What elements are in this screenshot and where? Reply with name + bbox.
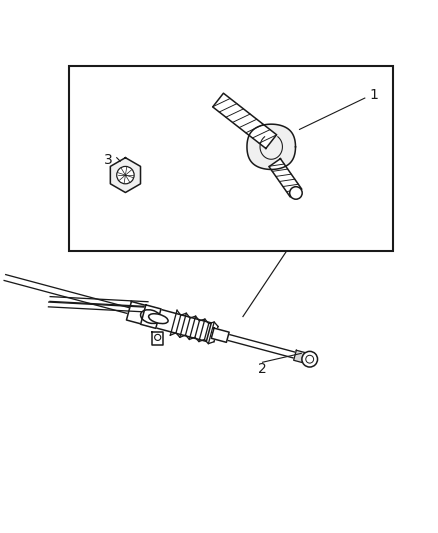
Circle shape bbox=[290, 187, 302, 199]
Circle shape bbox=[155, 334, 161, 341]
Polygon shape bbox=[247, 124, 296, 169]
Ellipse shape bbox=[148, 314, 168, 324]
Polygon shape bbox=[110, 158, 141, 192]
Polygon shape bbox=[170, 310, 218, 344]
Circle shape bbox=[302, 351, 318, 367]
Text: 3: 3 bbox=[104, 153, 113, 167]
Polygon shape bbox=[127, 302, 211, 342]
Polygon shape bbox=[211, 328, 229, 342]
Polygon shape bbox=[269, 159, 302, 197]
Ellipse shape bbox=[141, 310, 161, 324]
Bar bbox=[69, 66, 393, 251]
Circle shape bbox=[117, 166, 134, 184]
Polygon shape bbox=[213, 93, 276, 149]
Text: 1: 1 bbox=[369, 87, 378, 102]
Polygon shape bbox=[141, 305, 161, 328]
Polygon shape bbox=[152, 332, 163, 344]
Polygon shape bbox=[293, 350, 305, 362]
Text: 2: 2 bbox=[258, 362, 267, 376]
